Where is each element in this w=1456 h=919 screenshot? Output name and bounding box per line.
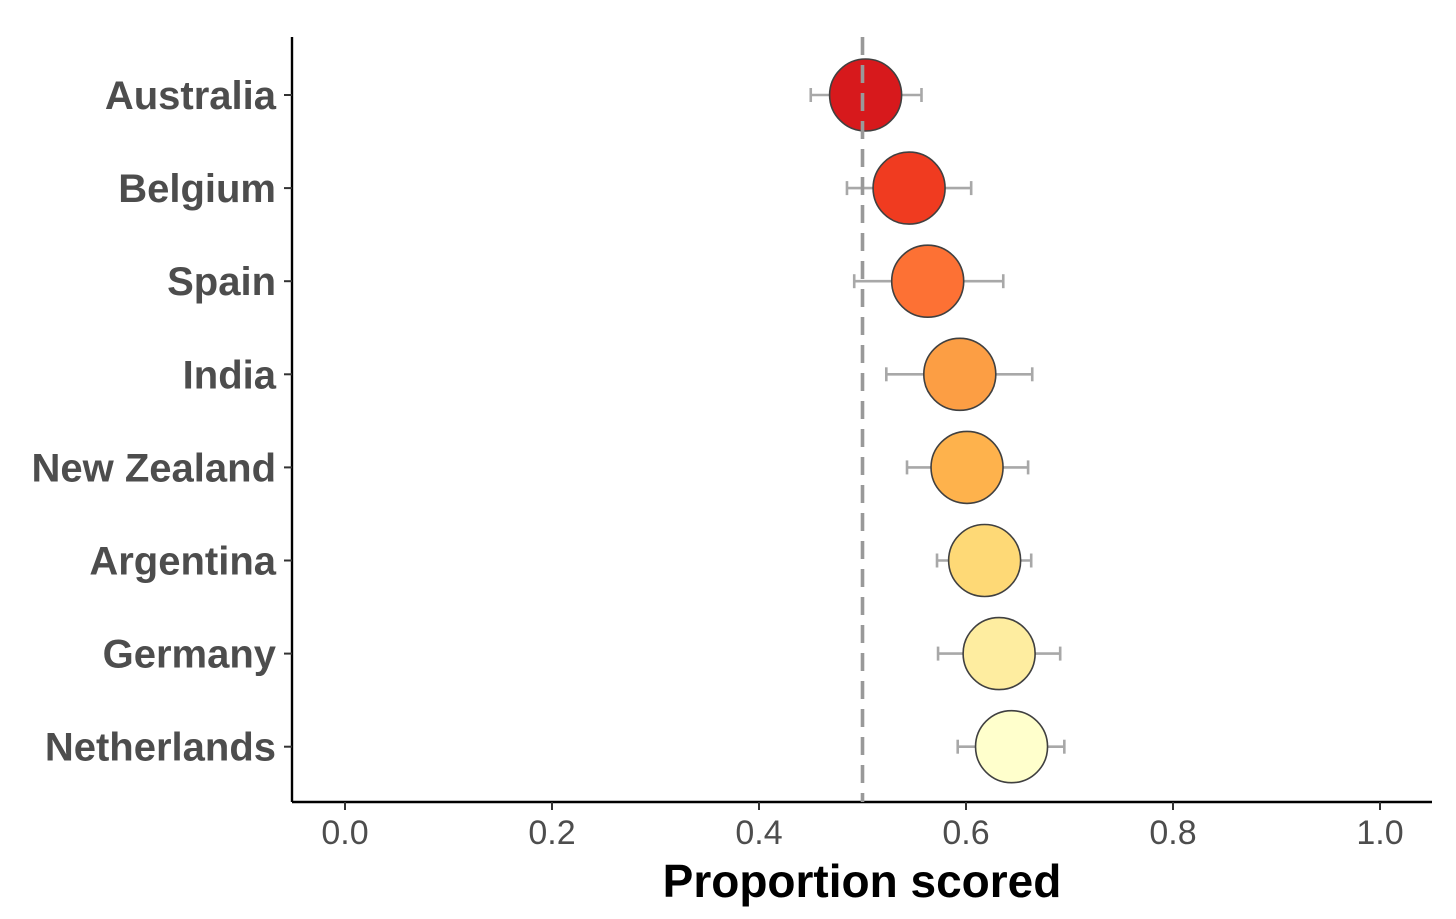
x-tick-label: 0.8 xyxy=(1149,814,1196,852)
data-point xyxy=(922,337,997,412)
x-tick-label: 0.4 xyxy=(735,814,782,852)
y-tick-label: Belgium xyxy=(118,167,276,211)
y-tick-label: Germany xyxy=(103,633,277,677)
y-tick-label: Netherlands xyxy=(45,726,276,770)
y-tick-label: New Zealand xyxy=(31,446,276,490)
x-tick-label: 0.0 xyxy=(321,814,368,852)
x-tick-label: 0.2 xyxy=(528,814,575,852)
x-axis-title: Proportion scored xyxy=(663,855,1062,907)
data-point xyxy=(962,616,1036,691)
y-tick-label: Spain xyxy=(167,260,276,304)
data-point xyxy=(872,151,946,225)
data-point xyxy=(890,244,965,319)
x-tick-label: 1.0 xyxy=(1356,814,1403,852)
data-marks xyxy=(809,37,1066,802)
y-axis-labels: Australia Belgium Spain India New Zealand Arg… xyxy=(31,74,292,770)
x-tick-label: 0.6 xyxy=(942,814,989,852)
data-point xyxy=(828,58,903,132)
data-point xyxy=(974,709,1049,784)
data-point xyxy=(947,523,1022,598)
y-tick-label: India xyxy=(183,353,277,397)
x-axis-ticks: 0.0 0.2 0.4 0.6 0.8 1.0 xyxy=(321,802,1404,852)
y-tick-label: Argentina xyxy=(89,540,276,584)
data-point xyxy=(930,430,1004,505)
y-tick-label: Australia xyxy=(105,74,277,118)
